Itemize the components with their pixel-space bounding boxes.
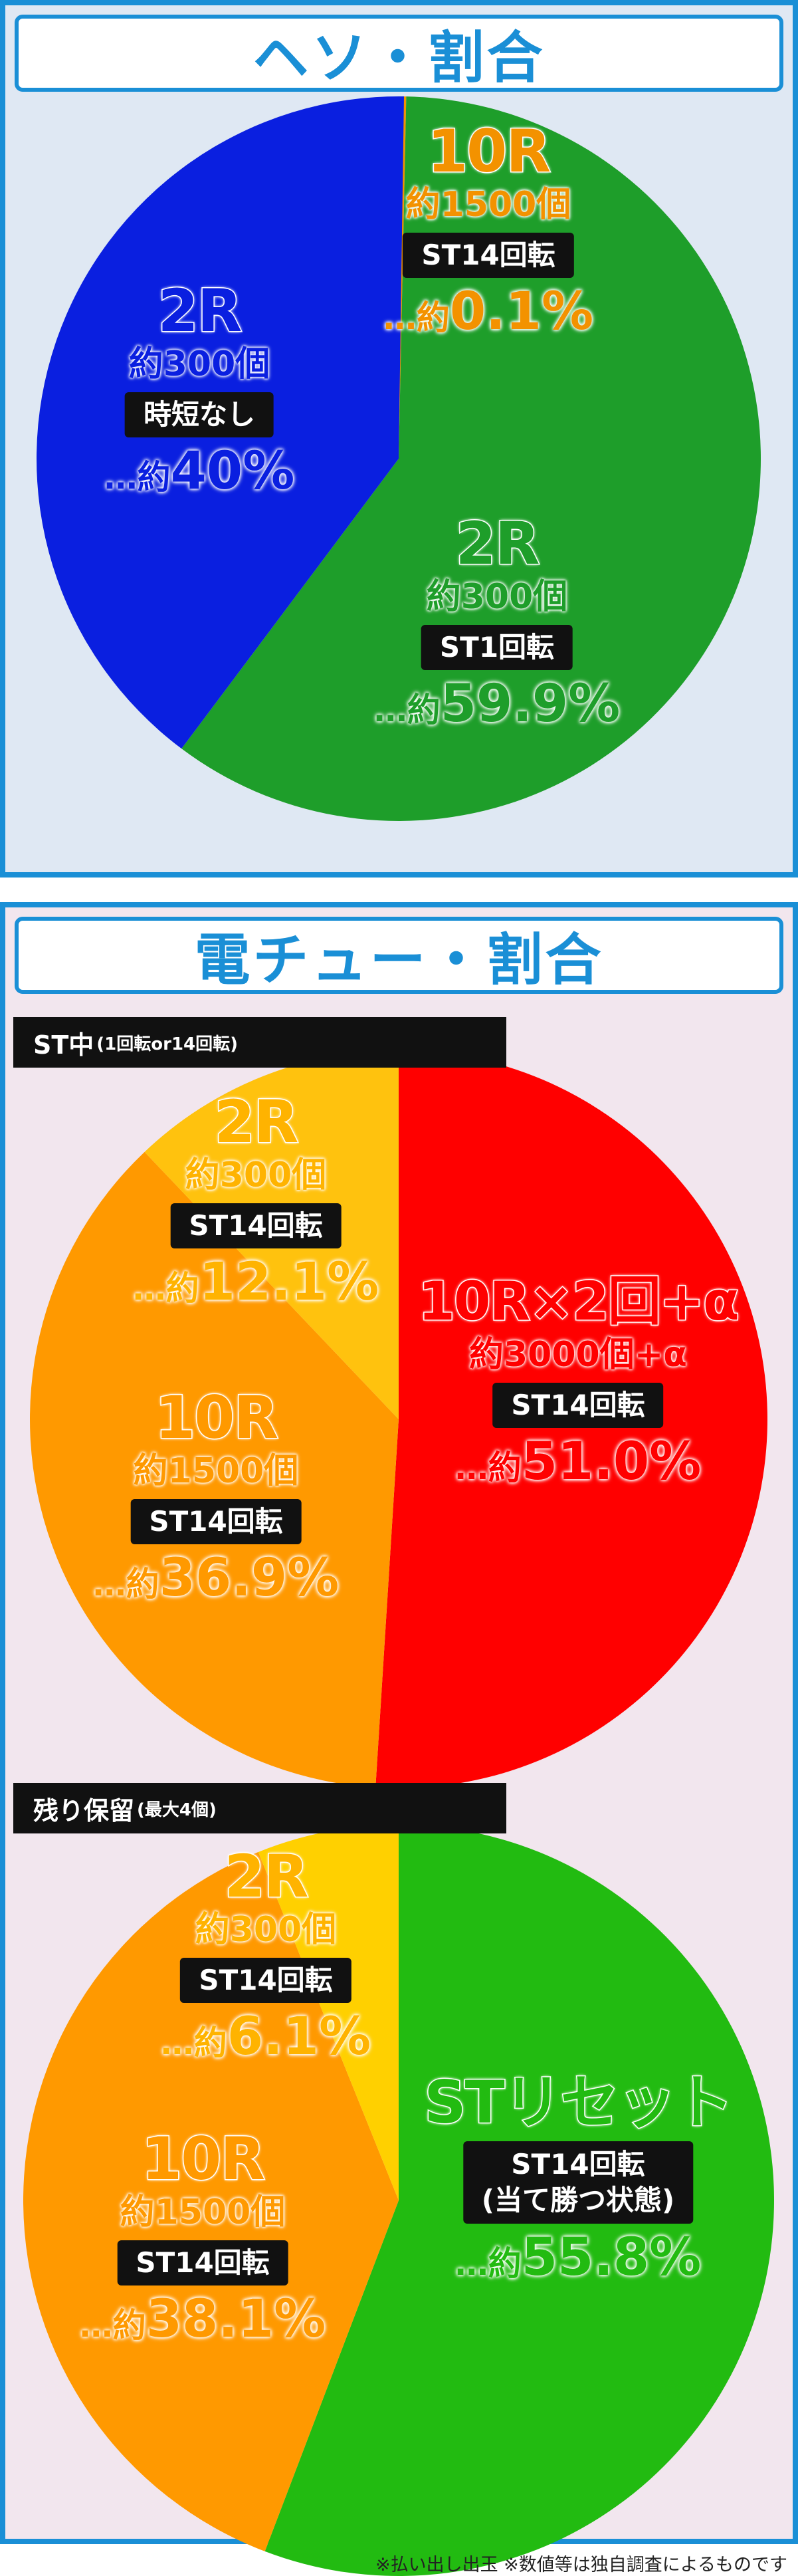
slice-balls: 約300個 xyxy=(426,577,568,617)
slice-pct-value: 6.1% xyxy=(227,2007,371,2067)
slice-pct-prefix: …約 xyxy=(132,1269,199,1308)
slice-round: 2R xyxy=(213,1088,300,1156)
footnote: ※払い出し出玉 ※数値等は独自調査によるものです xyxy=(375,2555,787,2575)
slice-st-bar: ST14回転 xyxy=(180,1958,351,2003)
st-tag-sub: (1回転or14回転) xyxy=(96,1034,239,1054)
slice-pct-prefix: …約 xyxy=(373,691,441,729)
hold-pie-slice-1 xyxy=(23,1851,399,2551)
hold-label-st-reset: STリセット ST14回転 (当て勝つ状態) …約55.8% xyxy=(423,2068,734,2293)
slice-pct: …約0.1% xyxy=(383,282,593,348)
slice-round: 10R xyxy=(153,1383,279,1452)
slice-st-bar: ST14回転 xyxy=(170,1203,342,1248)
hold-pie-slice-2 xyxy=(258,1825,399,2200)
slice-st-bar: ST1回転 xyxy=(421,625,573,670)
slice-pct: …約6.1% xyxy=(161,2007,371,2073)
hold-tag: 残り保留 (最大4個) xyxy=(13,1783,506,1833)
slice-pct-value: 12.1% xyxy=(199,1252,379,1312)
slice-st-bar: ST14回転 xyxy=(492,1383,664,1428)
st-tag-main: ST中 xyxy=(33,1030,94,1060)
slice-pct-value: 55.8% xyxy=(521,2228,702,2287)
heso-label-10r: 10R 約1500個 ST14回転 …約0.1% xyxy=(383,117,593,348)
st-tag: ST中 (1回転or14回転) xyxy=(13,1017,506,1068)
heso-title-box: ヘソ・割合 xyxy=(15,15,783,92)
slice-round: 2R xyxy=(157,277,243,345)
st-pie-slice-1 xyxy=(30,1151,399,1788)
slice-pct-prefix: …約 xyxy=(454,2244,522,2283)
slice-pct-value: 40% xyxy=(170,441,295,501)
slice-round: 10R xyxy=(140,2125,266,2193)
slice-st-bar: ST14回転 xyxy=(403,233,574,278)
hold-label-10r: 10R 約1500個 ST14回転 …約38.1% xyxy=(80,2125,326,2355)
slice-st-bar: ST14回転 xyxy=(117,2240,288,2285)
heso-label-2r-st1: 2R 約300個 ST1回転 …約59.9% xyxy=(374,509,621,740)
slice-balls: 約1500個 xyxy=(133,1451,299,1491)
slice-balls: 約300個 xyxy=(128,344,270,384)
slice-pct-value: 0.1% xyxy=(449,282,594,342)
slice-st-bar: 時短なし xyxy=(124,392,274,437)
slice-pct-prefix: …約 xyxy=(92,1565,159,1603)
slice-balls: 約300個 xyxy=(185,1155,327,1195)
heso-label-2r-jitan: 2R 約300個 時短なし …約40% xyxy=(104,277,295,507)
slice-round: 2R xyxy=(454,509,541,578)
slice-balls: 約3000個+α xyxy=(468,1335,688,1375)
st-label-10rx2: 10R×2回+α 約3000個+α ST14回転 …約51.0% xyxy=(417,1270,741,1498)
slice-balls: 約300個 xyxy=(195,1910,337,1950)
slice-pct-value: 59.9% xyxy=(440,674,621,734)
hold-tag-sub: (最大4個) xyxy=(137,1800,217,1820)
hold-tag-main: 残り保留 xyxy=(33,1796,135,1825)
slice-balls: 約1500個 xyxy=(405,185,571,225)
slice-pct-prefix: …約 xyxy=(383,298,450,337)
slice-round: 2R xyxy=(223,1842,310,1911)
st-label-10r: 10R 約1500個 ST14回転 …約36.9% xyxy=(93,1383,340,1614)
slice-pct: …約51.0% xyxy=(418,1432,738,1498)
heso-pie-slice-1 xyxy=(181,96,761,822)
slice-pct: …約55.8% xyxy=(424,2228,732,2293)
slice-pct: …約40% xyxy=(104,441,295,507)
slice-pct-prefix: …約 xyxy=(79,2306,146,2345)
slice-pct-value: 51.0% xyxy=(521,1432,702,1492)
slice-st-bar: ST14回転 xyxy=(130,1499,302,1544)
heso-title: ヘソ・割合 xyxy=(252,25,546,90)
slice-st-bar: ST14回転 (当て勝つ状態) xyxy=(462,2141,694,2224)
slice-round: 10R xyxy=(426,117,551,185)
slice-pct: …約36.9% xyxy=(93,1548,340,1614)
st-label-2r: 2R 約300個 ST14回転 …約12.1% xyxy=(133,1088,379,1318)
slice-pct-value: 38.1% xyxy=(146,2289,326,2349)
slice-pct: …約38.1% xyxy=(80,2289,326,2355)
slice-pct-prefix: …約 xyxy=(104,458,171,497)
slice-round: 10R×2回+α xyxy=(417,1270,741,1334)
hold-label-2r: 2R 約300個 ST14回転 …約6.1% xyxy=(161,1842,371,2073)
slice-pct: …約12.1% xyxy=(133,1252,379,1318)
slice-pct-prefix: …約 xyxy=(454,1449,522,1487)
slice-pct-prefix: …約 xyxy=(160,2024,227,2062)
slice-pct: …約59.9% xyxy=(374,674,621,740)
denchu-title-box: 電チュー・割合 xyxy=(15,917,783,994)
slice-st-bar-line2: (当て勝つ状態) xyxy=(481,2184,675,2216)
slice-pct-value: 36.9% xyxy=(159,1548,340,1608)
denchu-title: 電チュー・割合 xyxy=(194,927,604,993)
slice-balls: 約1500個 xyxy=(120,2192,286,2232)
slice-round: STリセット xyxy=(423,2068,734,2137)
slice-st-bar-line1: ST14回転 xyxy=(511,2148,645,2180)
